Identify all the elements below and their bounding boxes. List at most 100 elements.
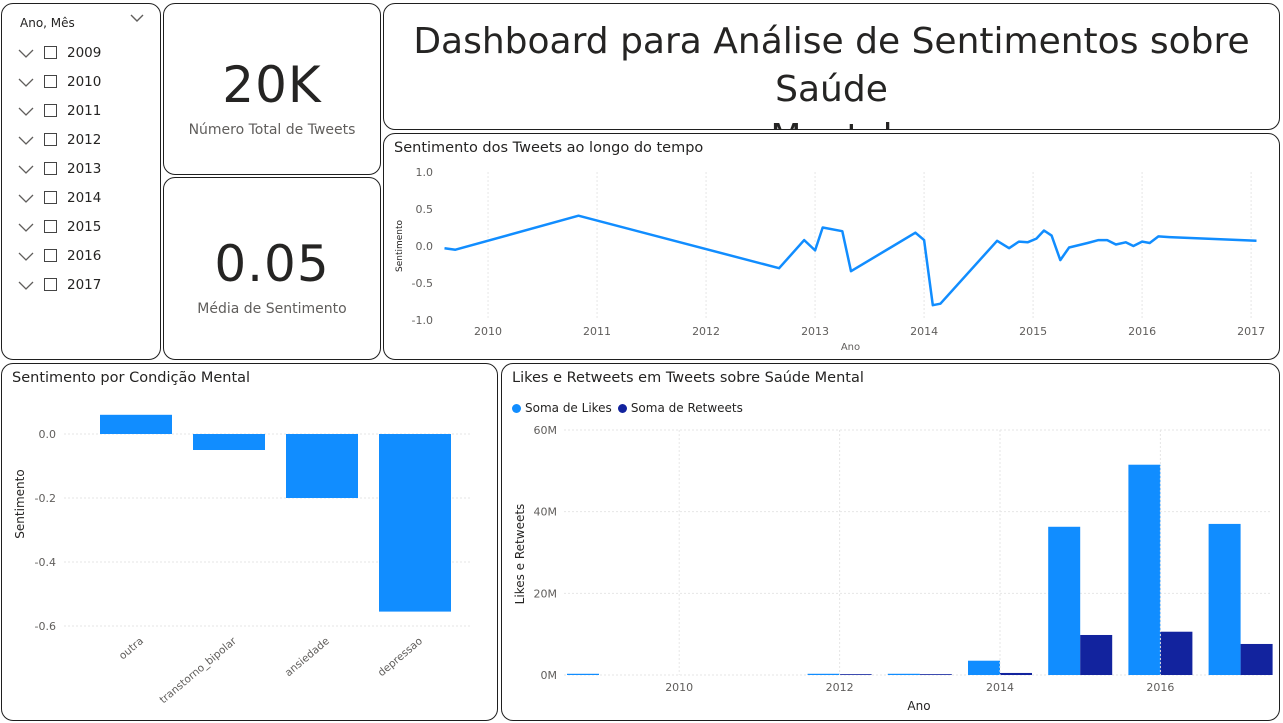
expand-chevron-icon[interactable] [18,163,36,175]
expand-chevron-icon[interactable] [18,47,36,59]
slicer-item-label: 2015 [67,218,102,235]
slicer-item-label: 2010 [67,73,102,90]
expand-chevron-icon[interactable] [18,221,36,233]
y-tick-label: 1.0 [416,166,434,179]
x-tick-label: 2010 [474,325,502,338]
slicer-item-label: 2011 [67,102,102,119]
legend-label-likes[interactable]: Soma de Likes [525,401,612,415]
y-axis-title: Sentimento [395,219,405,272]
chevron-down-icon[interactable] [130,12,144,27]
expand-chevron-icon[interactable] [18,250,36,262]
bar-likes-2017 [1208,523,1241,675]
bar-retweets-2014 [1000,672,1032,675]
line-chart-card[interactable]: Sentimento dos Tweets ao longo do tempo … [383,133,1280,360]
x-tick-label: outra [117,635,146,662]
x-tick-label: transtorno_bipolar [157,635,239,707]
bar-retweets-2013 [919,674,952,675]
checkbox[interactable] [44,191,57,204]
x-tick-label: 2011 [583,325,611,338]
y-tick-label: -0.2 [35,492,56,505]
line-chart: 1.0 0.5 0.0 -0.5 -1.0 2010 2011 2012 2013 2014 201… [395,166,1265,353]
y-tick-label: 20M [534,587,558,600]
slicer-item-label: 2013 [67,160,102,177]
checkbox[interactable] [44,46,57,59]
y-tick-label: 0.0 [39,428,57,441]
kpi-value: 20K [222,56,322,114]
bar-likes-2016 [1128,464,1161,675]
checkbox[interactable] [44,249,57,262]
kpi-label: Número Total de Tweets [188,122,356,138]
legend-dot-retweets [617,403,627,413]
y-tick-label: 60M [534,424,558,437]
x-tick-label: 2012 [826,681,854,694]
column-chart-card[interactable]: Likes e Retweets em Tweets sobre Saúde M… [501,363,1280,721]
title-card: Dashboard para Análise de Sentimentos so… [383,3,1280,130]
x-tick-label: 2016 [1128,325,1156,338]
slicer-item-2015[interactable]: 2015 [18,212,101,241]
slicer-item-2012[interactable]: 2012 [18,125,101,154]
checkbox[interactable] [44,162,57,175]
x-tick-label: 2015 [1019,325,1047,338]
legend-dot-likes [512,403,521,413]
bar-chart-card[interactable]: Sentimento por Condição Mental 0.0 -0.2 -0… [1,363,498,721]
slicer-item-2013[interactable]: 2013 [18,154,101,183]
kpi-card-avg-sentiment: 0.05 Média de Sentimento [163,177,381,360]
slicer-item-2010[interactable]: 2010 [18,67,101,96]
y-tick-label: -1.0 [412,314,433,327]
expand-chevron-icon[interactable] [18,134,36,146]
chart-legend: Soma de Likes Soma de Retweets [512,401,743,415]
x-tick-label: 2014 [910,325,938,338]
x-tick-label: 2013 [801,325,829,338]
y-tick-label: 40M [534,506,558,519]
expand-chevron-icon[interactable] [18,76,36,88]
chart-title: Likes e Retweets em Tweets sobre Saúde M… [512,370,864,386]
slicer-item-label: 2017 [67,276,102,293]
expand-chevron-icon[interactable] [18,105,36,117]
x-tick-label: depressao [376,635,425,679]
y-tick-label: -0.6 [35,620,56,633]
slicer-header: Ano, Mês [20,16,75,30]
slicer-item-2009[interactable]: 2009 [18,38,101,67]
title-line-2: Mental [384,114,1279,129]
series-line-sentimento [444,214,1257,307]
year-month-slicer: Ano, Mês 2009 2010 2011 2012 2013 2014 2015 201… [1,3,161,360]
x-tick-label: 2014 [986,681,1014,694]
x-tick-label: 2010 [665,681,693,694]
x-tick-label: 2016 [1146,681,1174,694]
bar-likes-2014 [968,660,1000,675]
slicer-item-2014[interactable]: 2014 [18,183,101,212]
bar-depressao [379,434,451,612]
bar-chart: 0.0 -0.2 -0.4 -0.6 Sentimento outra transtorno… [13,414,472,707]
bar-likes-2009 [567,673,599,675]
slicer-item-2011[interactable]: 2011 [18,96,101,125]
chart-title: Sentimento dos Tweets ao longo do tempo [394,140,704,156]
x-axis-title: Ano [907,699,930,713]
checkbox[interactable] [44,104,57,117]
slicer-item-label: 2016 [67,247,102,264]
y-tick-label: 0.0 [416,240,434,253]
bar-retweets-2016 [1160,631,1193,675]
expand-chevron-icon[interactable] [18,279,36,291]
x-tick-label: 2012 [692,325,720,338]
y-tick-label: -0.5 [412,277,433,290]
slicer-item-2016[interactable]: 2016 [18,241,101,270]
y-tick-label: 0.5 [416,203,434,216]
column-chart: 60M 40M 20M 0M Likes e Retweets 2010 2012 2014 2… [513,424,1273,713]
kpi-card-total-tweets: 20K Número Total de Tweets [163,3,381,175]
legend-label-retweets[interactable]: Soma de Retweets [630,401,743,415]
slicer-item-label: 2009 [67,44,102,61]
expand-chevron-icon[interactable] [18,192,36,204]
bar-transtorno_bipolar [193,434,265,450]
slicer-list: 2009 2010 2011 2012 2013 2014 2015 2016 2017 [18,38,101,299]
checkbox[interactable] [44,220,57,233]
kpi-value: 0.05 [214,235,330,293]
checkbox[interactable] [44,75,57,88]
x-tick-label: ansiedade [283,635,332,679]
y-axis-title: Likes e Retweets [513,504,527,605]
slicer-item-label: 2014 [67,189,102,206]
checkbox[interactable] [44,278,57,291]
slicer-item-2017[interactable]: 2017 [18,270,101,299]
bar-likes-2015 [1048,526,1081,675]
chart-title: Sentimento por Condição Mental [12,370,251,386]
checkbox[interactable] [44,133,57,146]
